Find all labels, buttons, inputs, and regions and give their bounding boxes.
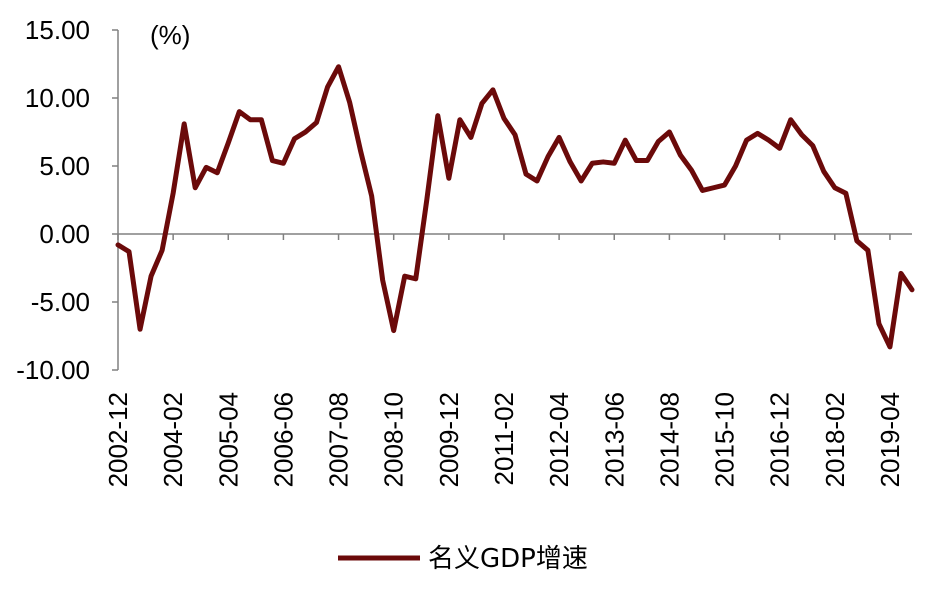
series-line-nominal-gdp-growth [115, 64, 915, 350]
x-axis: 2002-12 2004-02 2005-04 2006-06 2007-08 2008-… [103, 233, 931, 487]
x-tick-label: 2019-04 [875, 392, 905, 487]
x-tick-label: 2005-04 [213, 392, 243, 487]
x-tick-label: 2013-06 [599, 392, 629, 487]
x-tick-label: 2014-08 [654, 392, 684, 487]
y-tick-label: 15.00 [25, 15, 90, 45]
y-tick-label: -10.00 [16, 355, 90, 385]
x-tick-label: 2015-10 [710, 392, 740, 487]
x-tick-label: 2018-02 [820, 392, 850, 487]
x-tick-label: 2009-12 [434, 392, 464, 487]
x-tick-label: 2004-02 [158, 392, 188, 487]
x-tick-label: 2016-12 [765, 392, 795, 487]
y-tick-label: 5.00 [39, 151, 90, 181]
y-tick-label: 0.00 [39, 219, 90, 249]
legend: 名义GDP增速 [338, 544, 588, 574]
y-tick-label: 10.00 [25, 83, 90, 113]
y-tick-label: -5.00 [31, 287, 90, 317]
x-tick-label: 2007-08 [324, 392, 354, 487]
legend-label: 名义GDP增速 [428, 544, 588, 574]
x-tick-label: 2006-06 [268, 392, 298, 487]
x-tick-label: 2012-04 [544, 392, 574, 487]
x-tick-label: 2002-12 [103, 392, 133, 487]
y-unit-label: (%) [150, 20, 190, 50]
y-axis: 15.00 10.00 5.00 0.00 -5.00 -10.00 [16, 15, 119, 385]
series-layer [115, 64, 915, 350]
x-tick-label: 2008-10 [379, 392, 409, 487]
x-tick-label: 2011-02 [489, 392, 519, 486]
